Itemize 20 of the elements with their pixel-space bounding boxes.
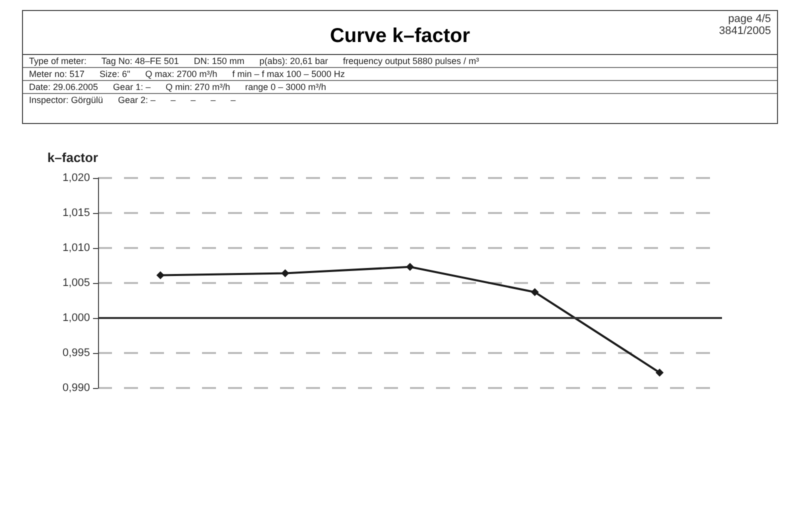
text: 3841/2005 <box>719 25 771 37</box>
y-tick-label: 1,020 <box>62 172 90 184</box>
y-tick-label: 1,010 <box>62 242 90 254</box>
point <box>281 269 290 278</box>
text: Meter no: 517 Size: 6" Q max: 2700 m³/h f min – f max 100 – 5000 Hz <box>23 68 777 81</box>
point <box>656 368 664 377</box>
point <box>156 271 164 280</box>
y-tick-label: 0,995 <box>62 347 90 359</box>
text: Date: 29.06.2005 Gear 1: – Q min: 270 m³/h range 0 – 3000 m³/h <box>23 81 777 94</box>
y-tick-label: 1,000 <box>62 312 90 324</box>
text: Type of meter: Tag No: 48–FE 501 DN: 150 mm p(abs): 20,61 bar frequency output 5880 pulses / m³ <box>23 55 777 68</box>
y-tick-label: 1,015 <box>62 207 90 219</box>
text: Inspector: Görgülü Gear 2: – – – – – <box>28 94 237 106</box>
chart-title: Curve k–factor <box>330 25 470 47</box>
y-tick-label: 0,990 <box>62 382 90 394</box>
y-axis-title: k–factor <box>47 150 98 165</box>
text: page 4/5 <box>727 13 771 25</box>
point <box>530 288 539 296</box>
y-tick-label: 1,005 <box>62 277 90 289</box>
point <box>406 262 414 271</box>
